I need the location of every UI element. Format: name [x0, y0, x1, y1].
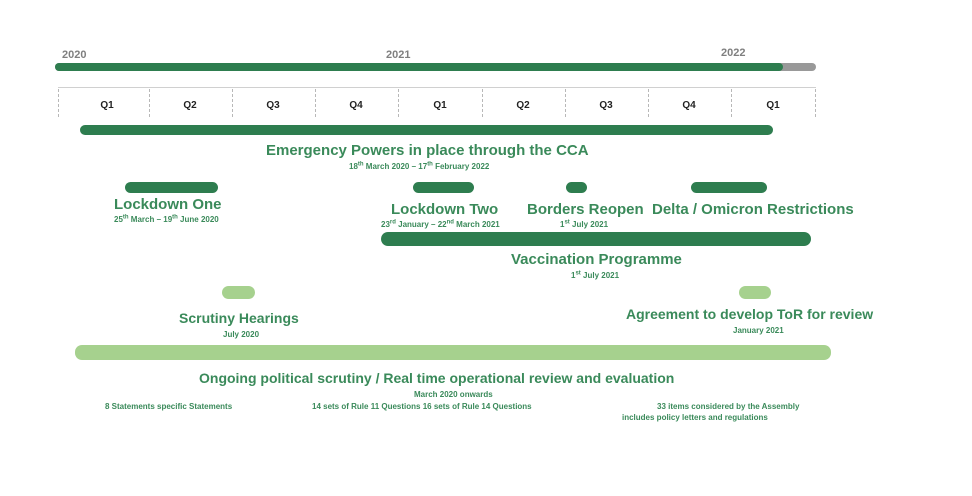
quarter-divider: [149, 89, 150, 117]
agreement-tor-bar: [739, 286, 771, 299]
lockdown-two-dates: 23rd January – 22nd March 2021: [381, 219, 500, 229]
delta-omicron-title: Delta / Omicron Restrictions: [652, 201, 854, 218]
quarter-divider: [648, 89, 649, 117]
quarter-label: Q1: [100, 100, 114, 111]
quarter-label: Q3: [266, 100, 280, 111]
quarter-label: Q4: [349, 100, 363, 111]
questions-note: 14 sets of Rule 11 Questions 16 sets of …: [312, 402, 532, 411]
agreement-tor-date: January 2021: [733, 326, 784, 335]
ongoing-scrutiny-date: March 2020 onwards: [414, 390, 493, 399]
quarter-label: Q3: [599, 100, 613, 111]
quarter-label: Q1: [433, 100, 447, 111]
lockdown-one-bar: [125, 182, 218, 193]
year-2021-label: 2021: [386, 49, 411, 61]
assembly-items-note: 33 items considered by the Assembly: [657, 402, 800, 411]
assembly-items-note-detail: includes policy letters and regulations: [622, 413, 768, 422]
scrutiny-hearings-title: Scrutiny Hearings: [179, 310, 299, 326]
lockdown-one-title: Lockdown One: [114, 196, 222, 213]
delta-omicron-bar: [691, 182, 767, 193]
quarter-divider: [815, 89, 816, 117]
lockdown-two-title: Lockdown Two: [391, 201, 499, 218]
lockdown-one-dates: 25th March – 19th June 2020: [114, 214, 219, 224]
quarter-divider: [315, 89, 316, 117]
borders-reopen-date: 1st July 2021: [560, 219, 609, 229]
scrutiny-hearings-bar: [222, 286, 255, 299]
emergency-powers-bar: [80, 125, 773, 135]
emergency-powers-title: Emergency Powers in place through the CC…: [266, 142, 589, 159]
statements-note: 8 Statements specific Statements: [105, 402, 233, 411]
quarter-divider: [58, 89, 59, 117]
borders-reopen-title: Borders Reopen: [527, 201, 644, 218]
ongoing-scrutiny-title: Ongoing political scrutiny / Real time o…: [199, 370, 675, 386]
ongoing-scrutiny-bar: [75, 345, 831, 360]
quarter-label: Q2: [183, 100, 197, 111]
agreement-tor-title: Agreement to develop ToR for review: [626, 306, 874, 322]
quarter-label: Q1: [766, 100, 780, 111]
quarter-axis-line: [58, 87, 816, 88]
quarter-divider: [232, 89, 233, 117]
lockdown-two-bar: [413, 182, 474, 193]
quarter-divider: [565, 89, 566, 117]
quarter-divider: [731, 89, 732, 117]
quarter-label: Q4: [682, 100, 696, 111]
vaccination-programme-bar: [381, 232, 811, 246]
quarter-divider: [482, 89, 483, 117]
vaccination-programme-date: 1st July 2021: [571, 270, 620, 280]
borders-reopen-bar: [566, 182, 587, 193]
quarter-divider: [398, 89, 399, 117]
emergency-powers-dates: 18th March 2020 – 17th February 2022: [349, 161, 490, 171]
vaccination-programme-title: Vaccination Programme: [511, 251, 682, 268]
year-2020-label: 2020: [62, 49, 87, 61]
scrutiny-hearings-date: July 2020: [223, 330, 260, 339]
timeline-progress-fill: [55, 63, 783, 71]
quarter-label: Q2: [516, 100, 530, 111]
year-2022-label: 2022: [721, 47, 746, 59]
